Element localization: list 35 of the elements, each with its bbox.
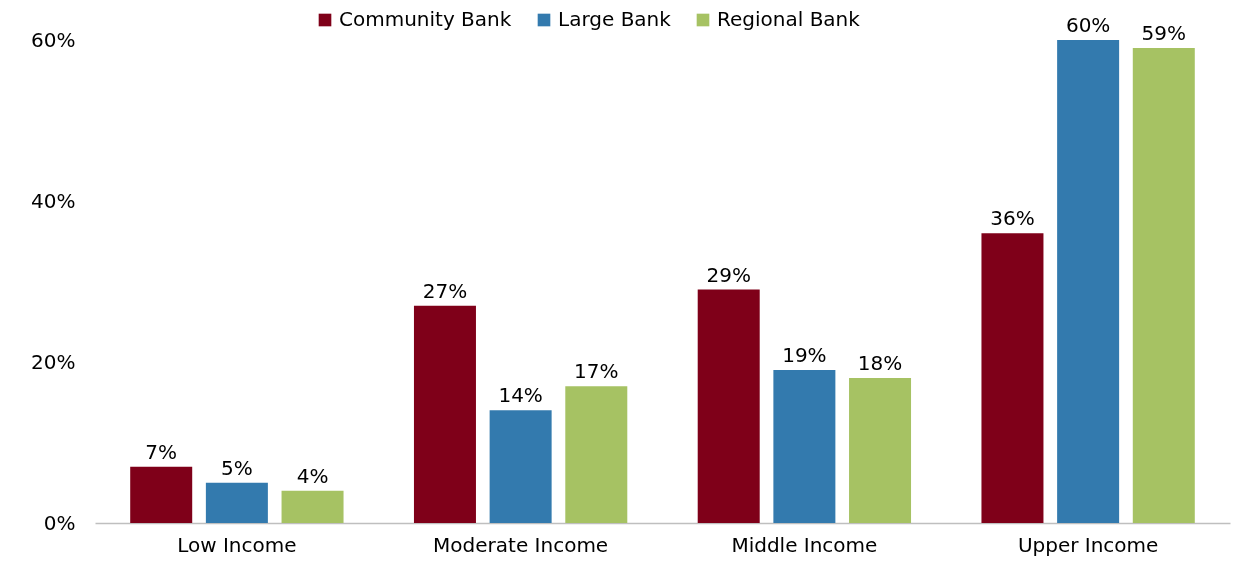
x-tick-label: Upper Income bbox=[1017, 532, 1159, 557]
legend-label: Large Bank bbox=[558, 7, 672, 31]
bar bbox=[849, 378, 912, 523]
data-label: 29% bbox=[706, 262, 751, 287]
bar bbox=[1132, 48, 1195, 523]
bar bbox=[205, 482, 268, 523]
data-label: 19% bbox=[782, 343, 827, 368]
y-tick-label: 0% bbox=[43, 510, 76, 535]
x-tick-label: Moderate Income bbox=[433, 532, 609, 557]
bar bbox=[489, 410, 552, 523]
data-label: 5% bbox=[221, 455, 253, 480]
y-tick-label: 20% bbox=[31, 349, 76, 374]
bar bbox=[565, 386, 628, 523]
data-label: 7% bbox=[145, 439, 178, 464]
data-label: 17% bbox=[574, 359, 619, 384]
data-label: 36% bbox=[990, 206, 1035, 231]
bar bbox=[130, 466, 193, 523]
bar bbox=[981, 233, 1044, 523]
data-label: 59% bbox=[1141, 21, 1187, 46]
x-tick-label: Low Income bbox=[177, 532, 297, 557]
bar bbox=[413, 305, 476, 523]
bar bbox=[1057, 40, 1120, 523]
bar bbox=[281, 490, 344, 523]
data-label: 18% bbox=[857, 351, 903, 376]
legend-label: Regional Bank bbox=[717, 7, 861, 31]
y-tick-label: 40% bbox=[31, 188, 76, 213]
data-label: 4% bbox=[296, 463, 329, 488]
data-label: 14% bbox=[498, 383, 543, 408]
x-tick-label: Middle Income bbox=[731, 532, 878, 557]
bar bbox=[697, 289, 760, 523]
data-label: 27% bbox=[422, 278, 468, 303]
bar bbox=[773, 370, 836, 523]
data-label: 60% bbox=[1065, 13, 1111, 37]
y-tick-label: 60% bbox=[31, 27, 76, 52]
legend-label: Community Bank bbox=[339, 7, 512, 31]
